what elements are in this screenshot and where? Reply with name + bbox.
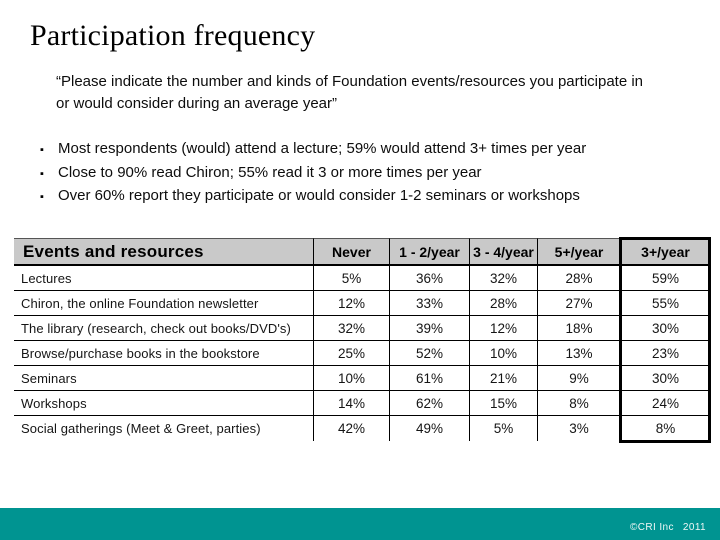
table-value-cell: 13% — [537, 341, 620, 366]
table-value-cell: 12% — [469, 316, 537, 341]
table-value-cell: 28% — [469, 291, 537, 316]
table-row-label: Chiron, the online Foundation newsletter — [14, 291, 313, 316]
table-value-cell: 8% — [537, 391, 620, 416]
table-row-label: Seminars — [14, 366, 313, 391]
table-row-label: The library (research, check out books/D… — [14, 316, 313, 341]
bullet-square-icon: ▪ — [40, 191, 44, 203]
table-value-cell: 49% — [389, 416, 469, 441]
page-title: Participation frequency — [30, 19, 316, 52]
table-value-cell: 36% — [389, 266, 469, 291]
table-value-cell: 32% — [313, 316, 389, 341]
table-row-label: Lectures — [14, 266, 313, 291]
bullet-item: ▪ Close to 90% read Chiron; 55% read it 3… — [40, 162, 710, 186]
table-value-cell: 21% — [469, 366, 537, 391]
bullet-square-icon: ▪ — [40, 144, 44, 156]
table-header-cell: 5+/year — [537, 238, 620, 266]
table-value-cell: 8% — [620, 416, 710, 441]
table-row-label: Workshops — [14, 391, 313, 416]
table-value-cell: 33% — [389, 291, 469, 316]
table-value-cell: 39% — [389, 316, 469, 341]
table-value-cell: 10% — [313, 366, 389, 391]
table-value-cell: 5% — [313, 266, 389, 291]
table-value-cell: 12% — [313, 291, 389, 316]
table-header-cell: 3+/year — [620, 238, 710, 266]
table-value-cell: 62% — [389, 391, 469, 416]
table-value-cell: 9% — [537, 366, 620, 391]
table-value-cell: 23% — [620, 341, 710, 366]
table-header-cell: Never — [313, 238, 389, 266]
table-value-cell: 32% — [469, 266, 537, 291]
table-value-cell: 42% — [313, 416, 389, 441]
table-value-cell: 61% — [389, 366, 469, 391]
table-row-label: Social gatherings (Meet & Greet, parties… — [21, 421, 261, 436]
table-header-cell: 1 - 2/year — [389, 238, 469, 266]
copyright-year: 2011 — [682, 522, 706, 533]
bullet-text: Close to 90% read Chiron; 55% read it 3 … — [58, 163, 482, 181]
table-value-cell: 30% — [620, 316, 710, 341]
table-row-label: Browse/purchase books in the bookstore — [14, 341, 313, 366]
table-value-cell: 55% — [620, 291, 710, 316]
footer-copyright: ©CRI Inc 2011 — [630, 522, 706, 533]
table-value-cell: 15% — [469, 391, 537, 416]
table-value-cell: 52% — [389, 341, 469, 366]
footer-bar — [0, 508, 720, 540]
table-value-cell: 59% — [620, 266, 710, 291]
table-value-cell: 5% — [469, 416, 537, 441]
bullet-square-icon: ▪ — [40, 167, 44, 180]
table-value-cell: 25% — [313, 341, 389, 366]
table-value-cell: 18% — [537, 316, 620, 341]
table-value-cell: 27% — [537, 291, 620, 316]
table-value-cell: 10% — [469, 341, 537, 366]
survey-question-quote: “Please indicate the number and kinds of… — [56, 73, 644, 112]
table-value-cell: 28% — [537, 266, 620, 291]
bullet-item: ▪ Over 60% report they participate or wou… — [40, 185, 710, 209]
bullet-text: Over 60% report they participate or woul… — [58, 187, 580, 204]
bullet-item: ▪ Most respondents (would) attend a lectu… — [40, 138, 710, 162]
bullet-list: ▪ Most respondents (would) attend a lectu… — [40, 138, 710, 209]
participation-table: Events and resources Never 1 - 2/year 3 - 4… — [14, 237, 711, 443]
table-value-cell: 24% — [620, 391, 710, 416]
table-value-cell: 30% — [620, 366, 710, 391]
table-header-cell: 3 - 4/year — [469, 238, 537, 266]
table-value-cell: 14% — [313, 391, 389, 416]
bullet-text: Most respondents (would) attend a lectur… — [58, 140, 587, 157]
table-value-cell: 3% — [537, 416, 620, 441]
copyright-text: ©CRI Inc — [629, 522, 674, 533]
table-header-events: Events and resources — [14, 238, 313, 266]
